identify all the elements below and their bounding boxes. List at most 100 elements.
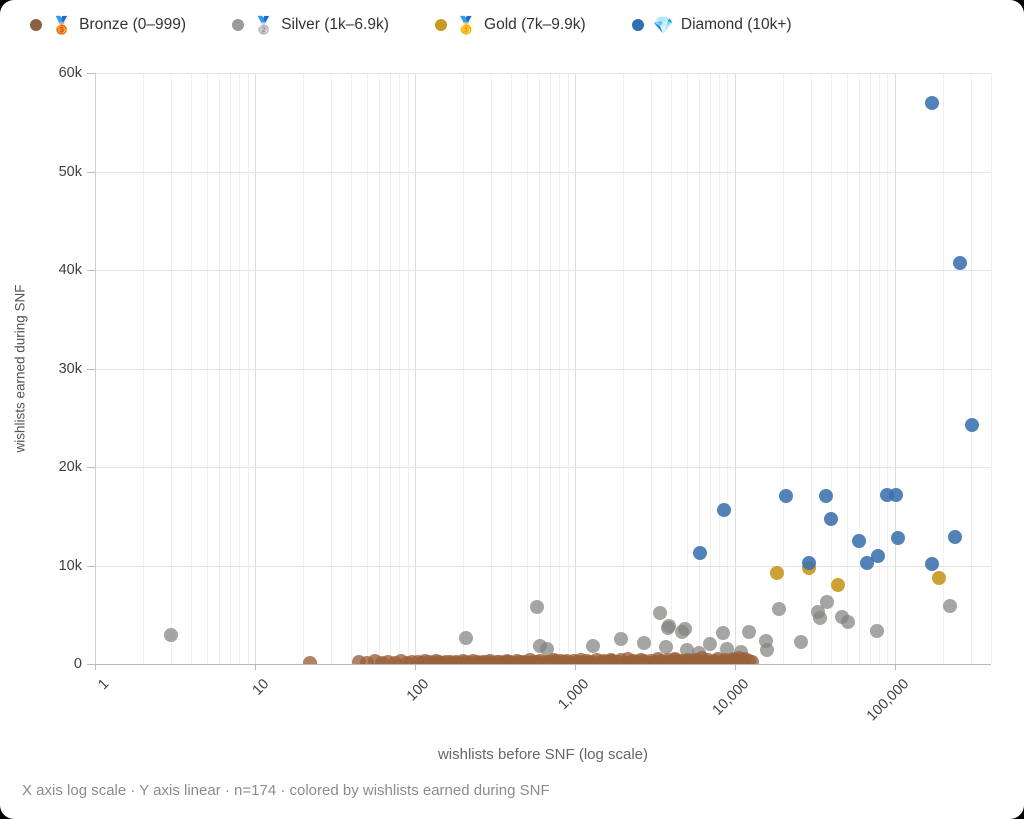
data-point[interactable] bbox=[302, 655, 317, 664]
x-tick-label: 10 bbox=[249, 676, 273, 699]
x-tick-mark bbox=[254, 664, 256, 670]
bronze-medal-icon: 🥉 bbox=[51, 15, 73, 35]
data-point[interactable] bbox=[625, 654, 640, 664]
x-tick-mark bbox=[414, 664, 416, 670]
y-axis-title: wishlists earned during SNF bbox=[12, 284, 28, 453]
data-point[interactable] bbox=[812, 610, 827, 625]
data-point[interactable] bbox=[742, 625, 757, 640]
y-tick-mark bbox=[87, 171, 95, 173]
data-point[interactable] bbox=[614, 631, 629, 646]
data-point[interactable] bbox=[529, 600, 544, 615]
data-point[interactable] bbox=[352, 655, 367, 664]
x-tick-mark bbox=[894, 664, 896, 670]
data-point[interactable] bbox=[727, 651, 742, 664]
legend: 🥉 Bronze (0–999) 🥈 Silver (1k–6.9k) 🥇 Go… bbox=[30, 16, 792, 34]
data-point[interactable] bbox=[952, 256, 967, 271]
data-point[interactable] bbox=[964, 417, 979, 432]
data-point[interactable] bbox=[500, 654, 515, 664]
x-axis-title: wishlists before SNF (log scale) bbox=[437, 746, 649, 763]
x-tick-label: 100 bbox=[403, 676, 433, 705]
data-point[interactable] bbox=[548, 653, 563, 664]
y-tick-label: 10k bbox=[58, 557, 82, 574]
data-point[interactable] bbox=[646, 655, 661, 664]
legend-item-silver[interactable]: 🥈 Silver (1k–6.9k) bbox=[232, 16, 389, 34]
data-point[interactable] bbox=[932, 571, 947, 586]
gold-dot-swatch bbox=[434, 19, 447, 31]
data-point[interactable] bbox=[693, 545, 708, 560]
data-point[interactable] bbox=[715, 626, 730, 641]
data-point[interactable] bbox=[367, 654, 382, 664]
data-point[interactable] bbox=[871, 548, 886, 563]
legend-item-diamond[interactable]: 💎 Diamond (10k+) bbox=[631, 15, 792, 35]
data-point[interactable] bbox=[759, 634, 774, 649]
data-point[interactable] bbox=[772, 601, 787, 616]
legend-label-bronze: Bronze (0–999) bbox=[79, 16, 187, 33]
y-tick-label: 60k bbox=[58, 65, 82, 81]
diamond-gem-icon: 💎 bbox=[652, 15, 674, 35]
data-point[interactable] bbox=[678, 621, 693, 636]
horizontal-gridline bbox=[95, 565, 991, 567]
scatter-plot-area[interactable] bbox=[0, 73, 1024, 664]
data-point[interactable] bbox=[660, 620, 675, 635]
legend-item-gold[interactable]: 🥇 Gold (7k–9.9k) bbox=[434, 15, 586, 35]
y-tick-label: 20k bbox=[58, 459, 82, 475]
data-point[interactable] bbox=[818, 488, 833, 503]
data-point[interactable] bbox=[636, 636, 651, 651]
horizontal-gridline bbox=[95, 368, 991, 370]
data-point[interactable] bbox=[604, 653, 619, 664]
data-point[interactable] bbox=[164, 628, 179, 643]
data-point[interactable] bbox=[667, 653, 682, 664]
minor-gridline bbox=[991, 73, 992, 664]
data-point[interactable] bbox=[943, 598, 958, 613]
data-point[interactable] bbox=[652, 605, 667, 620]
data-point[interactable] bbox=[522, 655, 537, 664]
silver-medal-icon: 🥈 bbox=[253, 15, 275, 35]
data-point[interactable] bbox=[801, 555, 816, 570]
data-point[interactable] bbox=[824, 512, 839, 527]
data-point[interactable] bbox=[702, 637, 717, 652]
data-point[interactable] bbox=[889, 487, 904, 502]
data-point[interactable] bbox=[706, 655, 721, 664]
y-tick-mark bbox=[87, 467, 95, 468]
data-point[interactable] bbox=[577, 655, 592, 664]
data-point[interactable] bbox=[820, 594, 835, 609]
data-point[interactable] bbox=[658, 640, 673, 655]
data-point[interactable] bbox=[852, 533, 867, 548]
data-point[interactable] bbox=[744, 655, 759, 664]
data-point[interactable] bbox=[586, 639, 601, 654]
x-tick-label: 10,000 bbox=[709, 676, 753, 719]
x-tick-mark bbox=[574, 664, 576, 670]
data-point[interactable] bbox=[870, 623, 885, 638]
data-point[interactable] bbox=[947, 529, 962, 544]
data-point[interactable] bbox=[830, 578, 845, 593]
data-point[interactable] bbox=[891, 530, 906, 545]
y-tick-mark bbox=[87, 73, 95, 74]
data-point[interactable] bbox=[359, 655, 374, 664]
data-point[interactable] bbox=[859, 555, 874, 570]
data-point[interactable] bbox=[925, 556, 940, 571]
data-point[interactable] bbox=[840, 614, 855, 629]
data-point[interactable] bbox=[770, 566, 785, 581]
data-point[interactable] bbox=[717, 503, 732, 518]
data-point[interactable] bbox=[459, 630, 474, 645]
data-point[interactable] bbox=[925, 95, 940, 110]
horizontal-gridline bbox=[95, 467, 991, 468]
data-point[interactable] bbox=[687, 654, 702, 664]
silver-dot-swatch bbox=[232, 19, 245, 31]
x-tick-label: 1 bbox=[95, 676, 113, 694]
x-tick-mark bbox=[734, 664, 736, 670]
data-point[interactable] bbox=[794, 635, 809, 650]
y-tick-mark bbox=[87, 565, 95, 567]
data-point[interactable] bbox=[779, 488, 794, 503]
legend-label-silver: Silver (1k–6.9k) bbox=[281, 16, 389, 33]
legend-item-bronze[interactable]: 🥉 Bronze (0–999) bbox=[30, 16, 186, 34]
y-tick-mark bbox=[87, 664, 95, 665]
bronze-dot-swatch bbox=[30, 19, 42, 31]
gold-medal-icon: 🥇 bbox=[455, 15, 478, 35]
x-tick-label: 1,000 bbox=[555, 676, 593, 713]
horizontal-gridline bbox=[95, 171, 991, 173]
legend-label-gold: Gold (7k–9.9k) bbox=[484, 16, 586, 33]
data-point[interactable] bbox=[540, 642, 554, 657]
